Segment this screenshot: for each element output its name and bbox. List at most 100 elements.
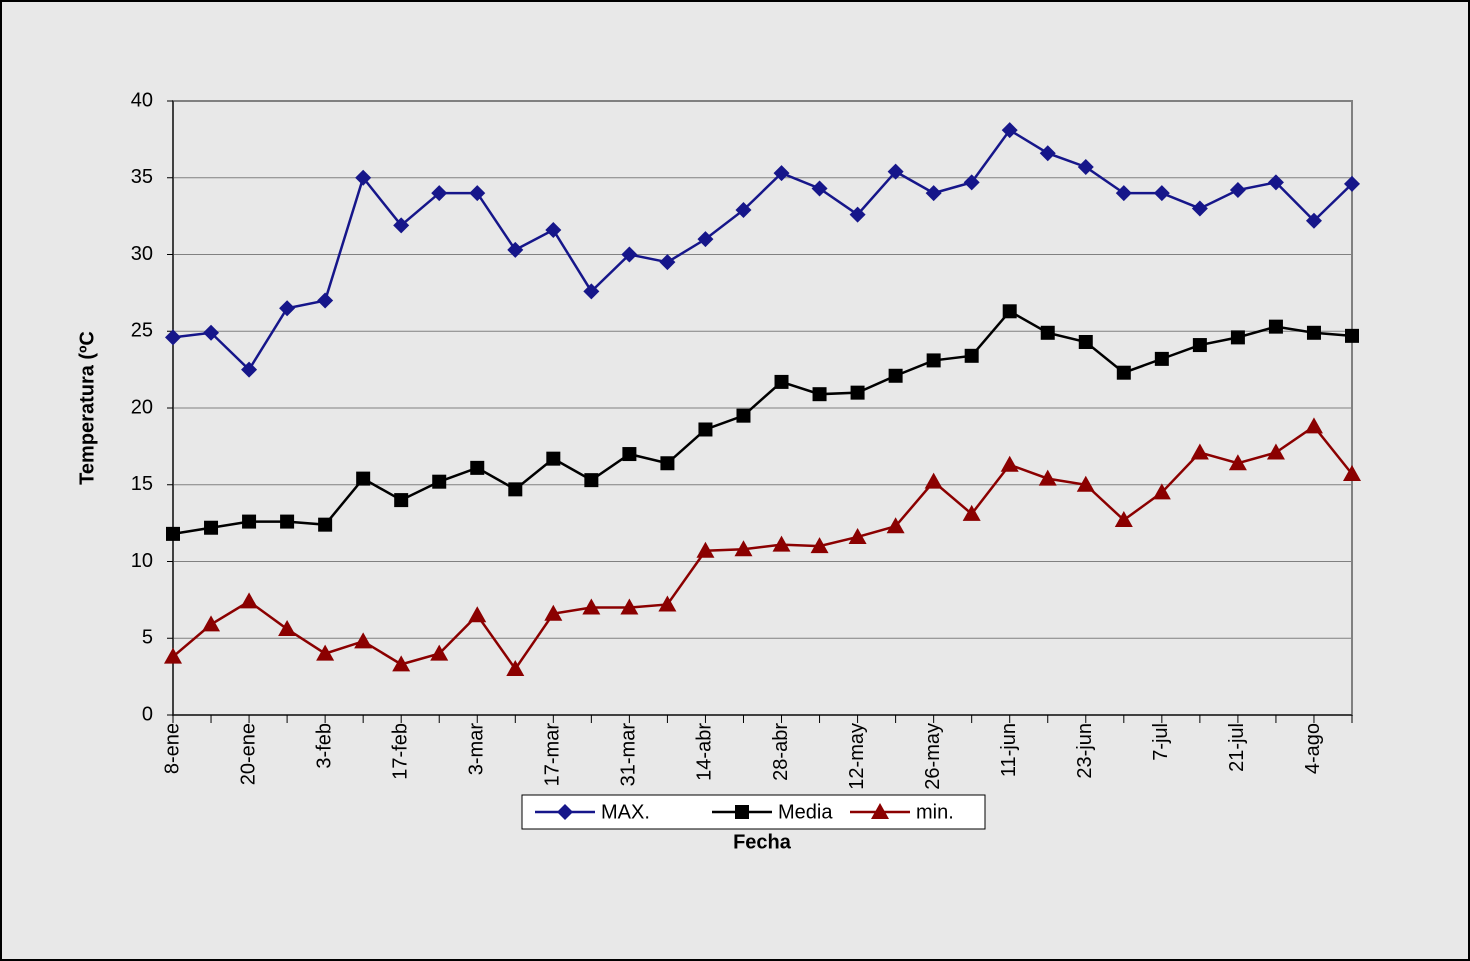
x-tick-label: 28-abr xyxy=(770,723,792,781)
data-point xyxy=(1114,511,1133,528)
legend-label: Media xyxy=(778,801,833,823)
data-point xyxy=(1305,212,1322,229)
data-point xyxy=(1228,454,1247,471)
data-point xyxy=(1344,175,1360,192)
data-point xyxy=(166,526,180,541)
data-point xyxy=(660,456,675,471)
data-point xyxy=(1268,319,1283,334)
x-tick-label: 3-feb xyxy=(313,723,335,769)
data-point xyxy=(849,206,866,223)
y-axis-title: Temperatura (ºC xyxy=(76,331,98,485)
y-tick-label: 10 xyxy=(131,550,153,572)
x-tick-label: 8-ene xyxy=(161,723,183,774)
data-point xyxy=(1001,122,1018,139)
legend-marker xyxy=(735,805,749,819)
data-point xyxy=(886,517,905,534)
data-point xyxy=(470,460,485,475)
data-point xyxy=(1304,417,1323,434)
data-point xyxy=(240,592,259,609)
data-point xyxy=(356,471,371,486)
x-tick-label: 23-jun xyxy=(1074,723,1096,779)
y-tick-label: 40 xyxy=(131,89,153,111)
data-point xyxy=(1078,334,1093,349)
data-point xyxy=(697,231,714,248)
data-point xyxy=(546,451,561,466)
data-point xyxy=(926,353,941,368)
x-tick-label: 11-jun xyxy=(998,723,1020,777)
y-tick-label: 15 xyxy=(131,473,153,495)
data-point xyxy=(735,201,752,218)
data-point xyxy=(164,647,182,664)
legend-marker xyxy=(557,804,573,820)
data-point xyxy=(774,374,789,389)
data-point xyxy=(203,324,220,341)
x-tick-label: 31-mar xyxy=(618,723,640,787)
data-point xyxy=(469,185,486,202)
data-point xyxy=(659,254,676,271)
data-point xyxy=(1229,182,1246,199)
data-point xyxy=(658,595,677,612)
data-point xyxy=(204,520,219,535)
data-point xyxy=(811,180,828,197)
x-tick-label: 20-ene xyxy=(237,723,259,785)
data-point xyxy=(772,535,791,552)
data-point xyxy=(1153,185,1170,202)
data-point xyxy=(622,447,637,462)
data-point xyxy=(544,604,563,621)
x-tick-label: 17-feb xyxy=(389,723,411,780)
data-point xyxy=(1038,469,1057,486)
y-tick-label: 25 xyxy=(131,320,153,342)
x-tick-label: 14-abr xyxy=(694,723,716,781)
data-point xyxy=(925,185,942,202)
data-point xyxy=(241,361,258,378)
data-point xyxy=(431,185,448,202)
data-point xyxy=(1116,365,1131,380)
data-point xyxy=(316,644,335,661)
data-point xyxy=(1306,325,1321,340)
x-tick-label: 3-mar xyxy=(466,723,488,776)
data-point xyxy=(583,283,600,300)
data-point xyxy=(1039,145,1056,162)
data-point xyxy=(964,348,979,363)
data-point xyxy=(355,169,372,186)
data-point xyxy=(848,527,867,544)
data-point xyxy=(280,514,295,529)
data-point xyxy=(621,246,638,263)
data-point xyxy=(734,540,753,557)
data-point xyxy=(696,541,715,558)
data-point xyxy=(963,174,980,191)
x-axis-title: Fecha xyxy=(733,831,792,853)
x-tick-label: 21-jul xyxy=(1226,723,1248,772)
data-point xyxy=(507,241,524,258)
data-point xyxy=(468,606,487,623)
data-point xyxy=(394,493,409,508)
data-point xyxy=(1115,185,1132,202)
data-point xyxy=(1266,443,1285,460)
data-point xyxy=(1230,330,1245,345)
x-tick-label: 7-jul xyxy=(1150,723,1172,761)
data-point xyxy=(317,292,334,309)
data-point xyxy=(1154,351,1169,366)
y-tick-label: 35 xyxy=(131,166,153,188)
data-point xyxy=(278,620,297,637)
y-tick-label: 30 xyxy=(131,243,153,265)
data-point xyxy=(1152,483,1171,500)
data-point xyxy=(810,537,829,554)
data-point xyxy=(812,387,827,402)
x-tick-label: 26-may xyxy=(922,723,944,790)
data-point xyxy=(392,655,411,672)
data-point xyxy=(1040,325,1055,340)
data-point xyxy=(1267,174,1284,191)
data-point xyxy=(1191,200,1208,217)
data-point xyxy=(1343,465,1361,482)
data-point xyxy=(1076,475,1095,492)
data-point xyxy=(1077,159,1094,176)
legend-label: min. xyxy=(916,801,954,823)
data-point xyxy=(165,329,181,346)
x-tick-label: 4-ago xyxy=(1302,723,1324,774)
data-point xyxy=(736,408,751,423)
legend-label: MAX. xyxy=(601,801,650,823)
data-point xyxy=(698,422,713,437)
data-point xyxy=(584,473,599,488)
